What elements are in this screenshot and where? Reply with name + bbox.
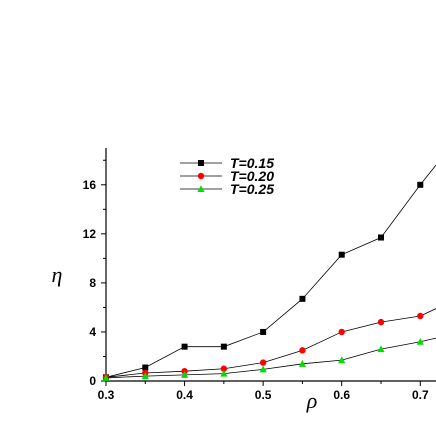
data-point — [299, 347, 306, 354]
data-point — [298, 360, 307, 367]
legend-entry: T=0.15 — [180, 155, 274, 171]
x-tick-label: 0.5 — [255, 388, 272, 402]
data-point — [260, 328, 267, 335]
x-tick-label: 0.7 — [412, 388, 429, 402]
legend-entry: T=0.25 — [180, 181, 274, 197]
data-point — [338, 356, 346, 364]
data-point — [377, 345, 385, 353]
y-tick-label: 8 — [89, 276, 96, 290]
data-point — [220, 369, 228, 377]
series-group — [102, 164, 436, 381]
series-1 — [102, 308, 436, 381]
y-axis-label: η — [52, 262, 63, 287]
data-point — [377, 318, 385, 326]
legend: T=0.15T=0.20T=0.25 — [180, 155, 274, 197]
y-tick-label: 0 — [89, 374, 96, 388]
x-tick-label: 0.6 — [333, 388, 350, 402]
data-point — [220, 343, 227, 350]
data-point — [220, 365, 228, 372]
y-tick-label: 16 — [83, 178, 97, 192]
series-line — [105, 164, 436, 378]
data-point — [142, 364, 149, 371]
legend-marker — [197, 172, 205, 180]
legend-marker — [198, 160, 204, 166]
legend-label: T=0.20 — [230, 168, 274, 184]
data-point — [102, 374, 110, 381]
x-axis-label: ρ — [306, 388, 318, 413]
data-point — [299, 295, 306, 302]
legend-label: T=0.25 — [230, 181, 274, 197]
series-line — [105, 308, 436, 378]
legend-entry: T=0.20 — [180, 168, 274, 184]
data-point — [338, 328, 345, 336]
ticks: 0.3 0.4 0.5 0.6 0.7 0 4 8 12 16 — [83, 159, 429, 402]
x-tick-label: 0.3 — [98, 388, 115, 402]
data-point — [416, 337, 424, 345]
y-tick-label: 12 — [83, 227, 97, 241]
data-point — [259, 359, 267, 366]
y-tick-label: 4 — [89, 325, 96, 339]
data-point — [259, 365, 267, 373]
data-point — [417, 181, 424, 188]
data-point — [378, 234, 384, 241]
series-2 — [102, 337, 436, 381]
series-line — [105, 337, 436, 379]
data-point — [338, 251, 345, 258]
x-tick-label: 0.4 — [176, 388, 193, 402]
data-point — [181, 343, 188, 350]
legend-marker — [197, 185, 205, 192]
legend-label: T=0.15 — [230, 155, 274, 171]
data-point — [180, 371, 189, 378]
data-point — [141, 372, 149, 380]
data-point — [417, 312, 424, 320]
